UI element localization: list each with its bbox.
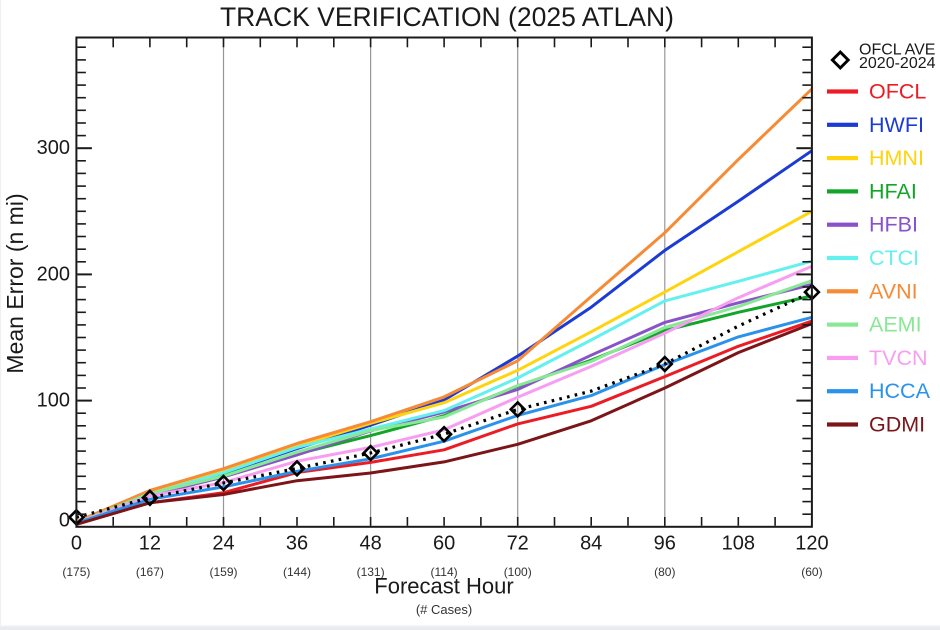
svg-text:108: 108 xyxy=(722,533,755,555)
svg-text:HFAI: HFAI xyxy=(869,179,917,203)
svg-text:12: 12 xyxy=(139,533,161,555)
svg-text:(114): (114) xyxy=(431,565,458,579)
svg-text:(60): (60) xyxy=(801,565,822,579)
svg-text:HMNI: HMNI xyxy=(869,146,924,170)
svg-text:0: 0 xyxy=(71,533,82,555)
svg-text:OFCL AVE: OFCL AVE xyxy=(859,42,935,59)
svg-text:72: 72 xyxy=(507,533,529,555)
svg-text:HCCA: HCCA xyxy=(869,379,931,403)
svg-text:HFBI: HFBI xyxy=(869,213,918,237)
svg-text:300: 300 xyxy=(37,137,70,159)
svg-text:TRACK VERIFICATION (2025 ATLAN: TRACK VERIFICATION (2025 ATLAN) xyxy=(220,2,674,32)
svg-text:(159): (159) xyxy=(209,565,237,579)
svg-text:(# Cases): (# Cases) xyxy=(416,602,472,617)
svg-text:96: 96 xyxy=(654,533,676,555)
svg-text:GDMI: GDMI xyxy=(869,413,925,437)
svg-text:(144): (144) xyxy=(283,565,311,579)
svg-text:120: 120 xyxy=(795,533,828,555)
svg-text:(175): (175) xyxy=(62,565,90,579)
svg-text:CTCI: CTCI xyxy=(869,246,919,270)
svg-text:(131): (131) xyxy=(357,565,385,579)
svg-text:48: 48 xyxy=(359,533,381,555)
svg-text:0: 0 xyxy=(59,510,70,532)
svg-text:Mean Error (n mi): Mean Error (n mi) xyxy=(2,193,28,373)
svg-text:36: 36 xyxy=(286,533,308,555)
svg-text:60: 60 xyxy=(433,533,455,555)
svg-text:HWFI: HWFI xyxy=(869,113,924,137)
svg-text:(80): (80) xyxy=(654,565,675,579)
svg-text:OFCL: OFCL xyxy=(869,80,926,104)
svg-text:24: 24 xyxy=(212,533,234,555)
svg-text:2020-2024: 2020-2024 xyxy=(859,55,936,72)
svg-text:AVNI: AVNI xyxy=(869,279,918,303)
svg-text:84: 84 xyxy=(580,533,602,555)
svg-text:100: 100 xyxy=(37,390,70,412)
svg-text:AEMI: AEMI xyxy=(869,313,922,337)
svg-text:200: 200 xyxy=(37,263,70,285)
svg-text:Forecast Hour: Forecast Hour xyxy=(374,574,513,599)
svg-text:TVCN: TVCN xyxy=(869,346,928,370)
svg-text:(167): (167) xyxy=(136,565,164,579)
svg-text:(100): (100) xyxy=(504,565,532,579)
